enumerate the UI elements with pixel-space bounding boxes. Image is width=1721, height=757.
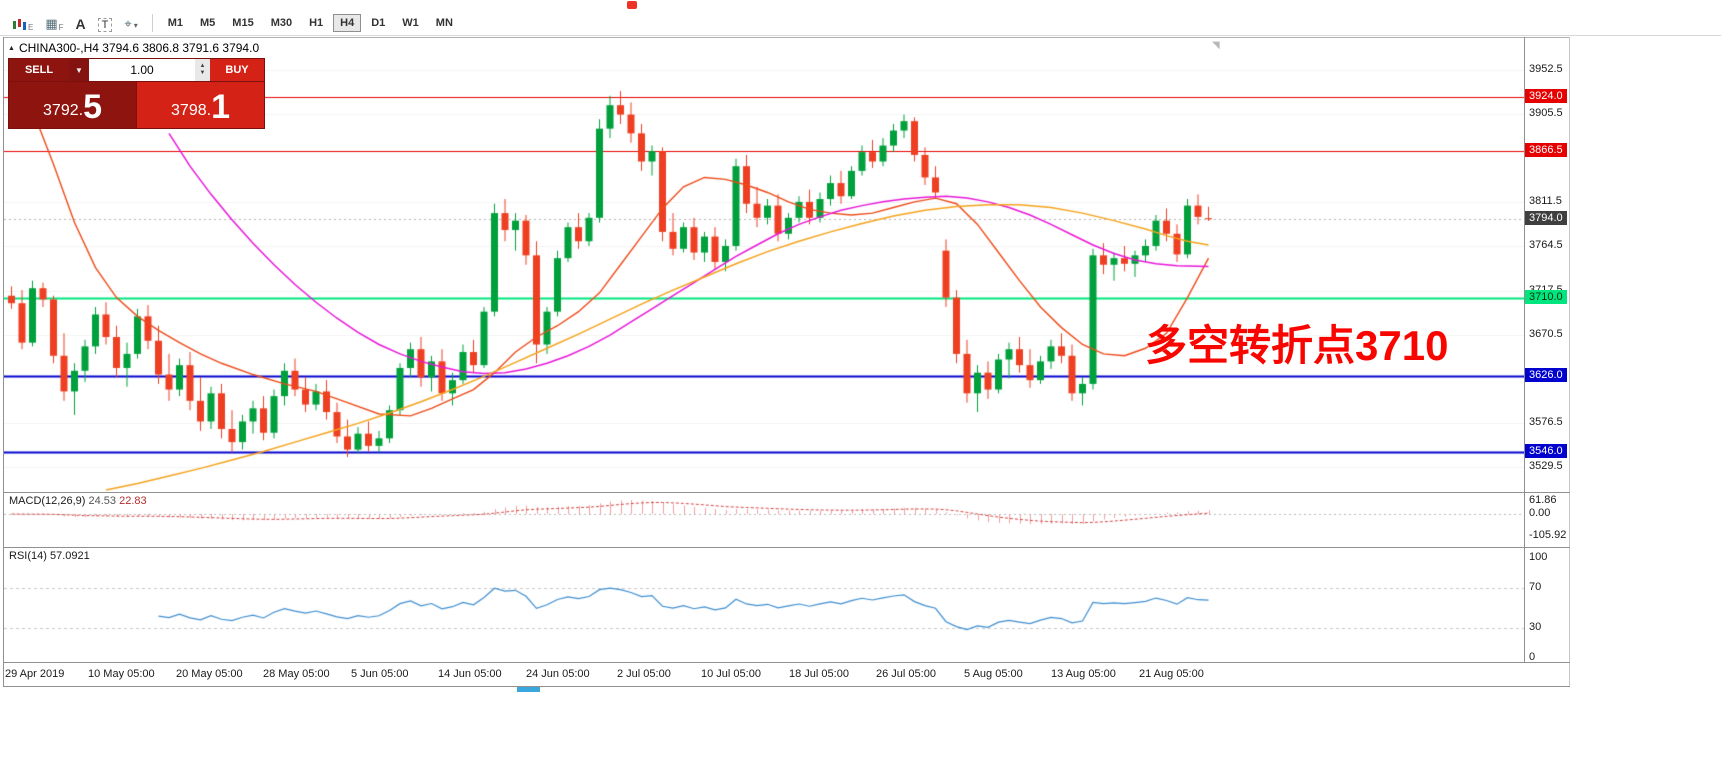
timeframe-w1[interactable]: W1 <box>402 16 419 29</box>
main-toolbar: E ▦ F A T ⌖ ▾ M1 M5 M15 M30 H1 H4 D1 W1 MN <box>0 10 1721 36</box>
rsi-tick-label: 30 <box>1529 621 1542 633</box>
scrollbar-thumb[interactable] <box>517 687 540 692</box>
collapse-icon[interactable]: ▲ <box>8 44 15 52</box>
price-tick-label: 3811.5 <box>1529 195 1562 208</box>
macd-tick-label: 0.00 <box>1529 507 1551 519</box>
chevron-down-icon: ▾ <box>133 20 138 30</box>
price-level-badge: 3924.0 <box>1525 88 1567 103</box>
macd-tick-label: 61.86 <box>1529 494 1557 506</box>
rsi-label: RSI(14) 57.0921 <box>9 550 90 562</box>
price-tick-label: 3576.5 <box>1529 415 1563 428</box>
grid-icon-sub: F <box>58 22 64 32</box>
window-bottom-border <box>3 686 1570 687</box>
mini-candles-glyph <box>13 18 26 30</box>
timeframe-m5[interactable]: M5 <box>200 16 216 29</box>
time-axis-label: 10 May 05:00 <box>88 668 155 680</box>
buy-button[interactable]: BUY <box>210 59 264 81</box>
time-axis-label: 28 May 05:00 <box>263 668 330 680</box>
price-level-badge: 3626.0 <box>1525 368 1567 383</box>
time-axis-label: 14 Jun 05:00 <box>438 668 502 680</box>
time-axis-label: 20 May 05:00 <box>176 668 243 680</box>
rsi-tick-label: 0 <box>1529 651 1536 663</box>
cursor-tool-icon[interactable]: ⌖ ▾ <box>124 15 138 31</box>
price-tick-label: 3905.5 <box>1529 107 1563 120</box>
price-tick-label: 3764.5 <box>1529 239 1563 252</box>
sell-price-display[interactable]: 3792. 5 <box>9 82 136 128</box>
indicators-icon-sub: E <box>28 22 34 32</box>
top-strip <box>0 0 1721 10</box>
volume-input[interactable] <box>89 59 195 81</box>
top-strip-red-icon <box>627 1 637 9</box>
price-tick-label: 3670.5 <box>1529 327 1563 340</box>
indicators-icon[interactable]: E <box>9 13 36 33</box>
text-box-icon[interactable]: T <box>95 13 116 33</box>
volume-dropdown[interactable]: ▼ <box>69 59 89 81</box>
toolbar-divider <box>151 13 153 32</box>
time-axis-label: 26 Jul 05:00 <box>876 668 936 680</box>
rsi-time-separator <box>4 662 1570 663</box>
price-tick-label: 3952.5 <box>1529 63 1563 75</box>
text-annotation-icon[interactable]: A <box>75 15 86 32</box>
time-axis-label: 5 Jun 05:00 <box>351 668 409 680</box>
window-top-border <box>3 37 1570 38</box>
chart-title: ▲ CHINA300-,H4 3794.6 3806.8 3791.6 3794… <box>8 41 259 55</box>
timeframe-buttons: M1 M5 M15 M30 H1 H4 D1 W1 MN <box>161 13 463 32</box>
axis-separator <box>1524 37 1525 663</box>
price-macd-separator[interactable] <box>4 492 1570 493</box>
chart-annotation-text: 多空转折点3710 <box>1145 322 1449 369</box>
buy-price-display[interactable]: 3798. 1 <box>137 82 264 128</box>
rsi-tick-label: 100 <box>1529 551 1548 563</box>
time-axis-label: 13 Aug 05:00 <box>1051 668 1116 680</box>
rsi-panel-canvas[interactable] <box>4 548 1524 662</box>
timeframe-m15[interactable]: M15 <box>232 16 254 29</box>
chart-shift-marker[interactable]: ◥ <box>1212 40 1220 51</box>
window-left-border <box>3 37 4 686</box>
timeframe-m1[interactable]: M1 <box>167 16 184 29</box>
price-level-badge: 3866.5 <box>1525 142 1567 157</box>
price-level-badge: 3710.0 <box>1525 289 1567 304</box>
timeframe-m30[interactable]: M30 <box>270 16 293 29</box>
grid-icon[interactable]: ▦ F <box>45 15 64 32</box>
timeframe-h1[interactable]: H1 <box>309 16 324 29</box>
price-tick-label: 3529.5 <box>1529 459 1563 472</box>
price-chart-canvas[interactable] <box>4 38 1524 492</box>
volume-spinner[interactable]: ▲ ▼ <box>195 59 210 81</box>
time-axis-label: 5 Aug 05:00 <box>964 668 1023 680</box>
macd-rsi-separator[interactable] <box>4 547 1570 548</box>
time-axis[interactable]: 29 Apr 2019 10 May 05:00 20 May 05:00 28 Ma… <box>0 663 1524 686</box>
window-right-border <box>1569 37 1570 686</box>
timeframe-d1[interactable]: D1 <box>371 16 386 29</box>
time-axis-label: 29 Apr 2019 <box>5 668 65 680</box>
sell-button[interactable]: SELL <box>9 59 69 81</box>
macd-panel-canvas[interactable] <box>4 493 1524 547</box>
time-axis-label: 10 Jul 05:00 <box>701 668 761 680</box>
time-axis-label: 21 Aug 05:00 <box>1139 668 1204 680</box>
macd-tick-label: -105.92 <box>1529 529 1567 542</box>
time-axis-label: 2 Jul 05:00 <box>617 668 671 680</box>
chart-title-text: CHINA300-,H4 3794.6 3806.8 3791.6 3794.0 <box>18 41 260 55</box>
rsi-tick-label: 70 <box>1529 581 1542 593</box>
timeframe-mn[interactable]: MN <box>435 16 453 29</box>
price-level-badge: 3546.0 <box>1525 443 1567 458</box>
timeframe-h4[interactable]: H4 <box>333 13 362 32</box>
price-level-badge: 3794.0 <box>1525 210 1567 225</box>
time-axis-label: 18 Jul 05:00 <box>789 668 849 680</box>
macd-label: MACD(12,26,9) 24.53 22.83 <box>9 495 147 507</box>
time-axis-label: 24 Jun 05:00 <box>526 668 590 680</box>
one-click-trading-panel: SELL ▼ ▲▼ BUY 3792.5 3798.1 <box>8 58 265 129</box>
